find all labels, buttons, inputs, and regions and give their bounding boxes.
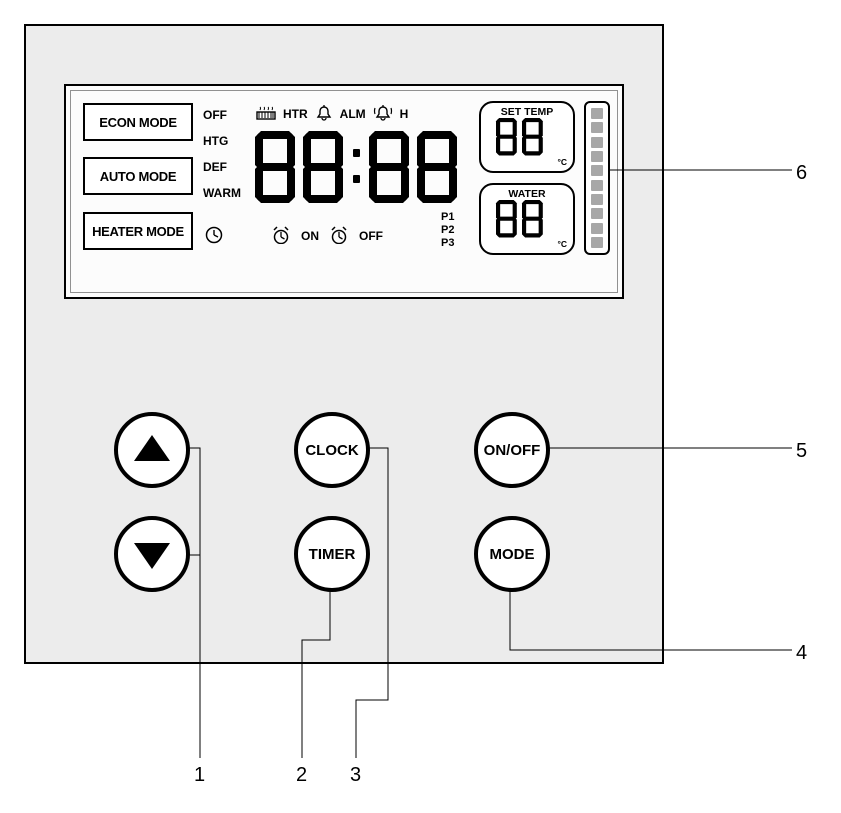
timer-row: ON OFF (205, 221, 475, 251)
status-off: OFF (203, 103, 241, 129)
callout-number: 6 (796, 162, 807, 185)
alarm-off-icon (329, 226, 349, 247)
alarm-on-icon (271, 226, 291, 247)
gauge-segment (591, 108, 603, 119)
gauge-segment (591, 165, 603, 176)
callout-number: 1 (194, 764, 205, 787)
set-temp-unit: °C (557, 157, 567, 167)
callout-number: 4 (796, 642, 807, 665)
program-p1: P1 (441, 211, 454, 224)
gauge-segment (591, 237, 603, 248)
indicator-alm-label: ALM (340, 107, 366, 121)
callout-number: 3 (350, 764, 361, 787)
gauge-segment (591, 223, 603, 234)
gauge-segment (591, 180, 603, 191)
up-button[interactable] (114, 412, 190, 488)
indicator-h-label: H (400, 107, 409, 121)
status-def: DEF (203, 155, 241, 181)
triangle-down-icon (134, 543, 170, 569)
timer-button[interactable]: TIMER (294, 516, 370, 592)
controller-panel: ECON MODE AUTO MODE HEATER MODE OFF HTG … (24, 24, 664, 664)
gauge-segment (591, 137, 603, 148)
mode-box-econ: ECON MODE (83, 103, 193, 141)
gauge-segment (591, 151, 603, 162)
lcd-inner-border: ECON MODE AUTO MODE HEATER MODE OFF HTG … (70, 90, 618, 293)
clock-button-label: CLOCK (305, 442, 358, 459)
main-seven-segment (253, 127, 473, 207)
program-p3: P3 (441, 237, 454, 250)
mode-box-heater: HEATER MODE (83, 212, 193, 250)
gauge-segment (591, 208, 603, 219)
program-p2: P2 (441, 224, 454, 237)
heater-icon (256, 106, 276, 123)
callout-number: 5 (796, 440, 807, 463)
indicator-htr-label: HTR (283, 107, 308, 121)
mode-box-label: ECON MODE (99, 115, 176, 130)
clock-button[interactable]: CLOCK (294, 412, 370, 488)
timer-off-label: OFF (359, 229, 383, 243)
bell-icon (315, 105, 333, 124)
water-temp-box: WATER °C (479, 183, 575, 255)
mode-box-label: HEATER MODE (92, 224, 184, 239)
gauge-segment (591, 194, 603, 205)
level-bar-gauge (584, 101, 610, 255)
program-column: P1 P2 P3 (441, 211, 454, 250)
mode-box-label: AUTO MODE (100, 169, 177, 184)
clock-icon (205, 226, 223, 247)
alarm-bell-icon (373, 105, 393, 124)
gauge-segment (591, 122, 603, 133)
timer-on-label: ON (301, 229, 319, 243)
mode-box-auto: AUTO MODE (83, 157, 193, 195)
status-warm: WARM (203, 181, 241, 207)
set-temp-seven-segment (481, 116, 573, 158)
status-column: OFF HTG DEF WARM (203, 103, 241, 207)
set-temp-box: SET TEMP °C (479, 101, 575, 173)
onoff-button[interactable]: ON/OFF (474, 412, 550, 488)
triangle-up-icon (134, 435, 170, 461)
lcd-screen: ECON MODE AUTO MODE HEATER MODE OFF HTG … (64, 84, 624, 299)
indicator-row: HTR ALM H (256, 101, 476, 127)
callout-number: 2 (296, 764, 307, 787)
down-button[interactable] (114, 516, 190, 592)
water-seven-segment (481, 198, 573, 240)
mode-button[interactable]: MODE (474, 516, 550, 592)
water-unit: °C (557, 239, 567, 249)
status-htg: HTG (203, 129, 241, 155)
onoff-button-label: ON/OFF (484, 442, 541, 459)
timer-button-label: TIMER (309, 546, 356, 563)
mode-button-label: MODE (490, 546, 535, 563)
